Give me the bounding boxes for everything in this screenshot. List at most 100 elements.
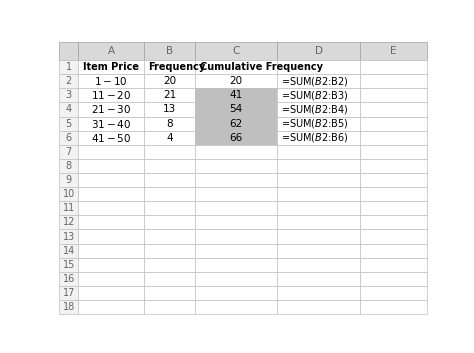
Bar bbox=[360, 159, 427, 173]
Text: 14: 14 bbox=[63, 246, 75, 256]
Bar bbox=[59, 116, 78, 131]
Bar bbox=[78, 173, 144, 187]
Bar bbox=[277, 272, 360, 286]
Bar bbox=[59, 74, 78, 88]
Bar bbox=[59, 244, 78, 258]
Bar bbox=[144, 74, 195, 88]
Bar bbox=[277, 258, 360, 272]
Text: $1 - $10: $1 - $10 bbox=[94, 75, 128, 87]
Bar bbox=[277, 159, 360, 173]
Bar bbox=[59, 102, 78, 116]
Bar bbox=[277, 145, 360, 159]
Bar bbox=[195, 42, 277, 60]
Text: 5: 5 bbox=[66, 119, 72, 128]
Bar bbox=[277, 74, 360, 88]
Text: 41: 41 bbox=[229, 90, 243, 100]
Bar bbox=[360, 258, 427, 272]
Bar bbox=[195, 60, 277, 74]
Bar bbox=[360, 42, 427, 60]
Text: D: D bbox=[315, 46, 323, 56]
Bar bbox=[277, 102, 360, 116]
Bar bbox=[195, 244, 277, 258]
Text: A: A bbox=[108, 46, 115, 56]
Text: 20: 20 bbox=[163, 76, 176, 86]
Bar bbox=[59, 201, 78, 215]
Text: Item Price: Item Price bbox=[83, 62, 139, 72]
Bar bbox=[78, 286, 144, 300]
Bar bbox=[277, 300, 360, 314]
Bar bbox=[195, 300, 277, 314]
Bar bbox=[59, 286, 78, 300]
Bar bbox=[59, 215, 78, 229]
Bar bbox=[195, 116, 277, 131]
Bar bbox=[360, 173, 427, 187]
Bar bbox=[144, 173, 195, 187]
Bar bbox=[59, 88, 78, 102]
Bar bbox=[78, 215, 144, 229]
Bar bbox=[360, 201, 427, 215]
Text: 11: 11 bbox=[63, 203, 75, 213]
Bar bbox=[144, 215, 195, 229]
Text: 15: 15 bbox=[63, 260, 75, 270]
Bar bbox=[360, 88, 427, 102]
Bar bbox=[277, 187, 360, 201]
Text: =SUM($B$2:B3): =SUM($B$2:B3) bbox=[281, 89, 349, 102]
Bar bbox=[360, 145, 427, 159]
Bar bbox=[78, 102, 144, 116]
Bar bbox=[144, 229, 195, 244]
Text: 13: 13 bbox=[63, 232, 75, 241]
Bar bbox=[78, 229, 144, 244]
Bar bbox=[195, 88, 277, 102]
Text: C: C bbox=[232, 46, 240, 56]
Bar bbox=[144, 102, 195, 116]
Bar bbox=[195, 102, 277, 116]
Text: 6: 6 bbox=[66, 133, 72, 143]
Bar bbox=[144, 258, 195, 272]
Text: 66: 66 bbox=[229, 133, 243, 143]
Bar bbox=[360, 229, 427, 244]
Bar bbox=[277, 286, 360, 300]
Bar bbox=[78, 244, 144, 258]
Text: 62: 62 bbox=[229, 119, 243, 128]
Bar bbox=[59, 145, 78, 159]
Bar bbox=[78, 42, 144, 60]
Text: 18: 18 bbox=[63, 302, 75, 312]
Bar bbox=[277, 88, 360, 102]
Bar bbox=[59, 300, 78, 314]
Bar bbox=[195, 215, 277, 229]
Text: $31 - $40: $31 - $40 bbox=[91, 118, 131, 130]
Bar bbox=[195, 131, 277, 145]
Bar bbox=[277, 229, 360, 244]
Bar bbox=[195, 173, 277, 187]
Bar bbox=[195, 74, 277, 88]
Text: 8: 8 bbox=[166, 119, 173, 128]
Bar bbox=[144, 131, 195, 145]
Text: 4: 4 bbox=[166, 133, 173, 143]
Bar bbox=[277, 131, 360, 145]
Bar bbox=[78, 131, 144, 145]
Bar bbox=[144, 244, 195, 258]
Text: 3: 3 bbox=[66, 90, 72, 100]
Bar bbox=[195, 159, 277, 173]
Text: E: E bbox=[390, 46, 397, 56]
Bar bbox=[144, 272, 195, 286]
Bar bbox=[78, 88, 144, 102]
Bar bbox=[78, 201, 144, 215]
Bar bbox=[195, 145, 277, 159]
Bar bbox=[277, 244, 360, 258]
Bar bbox=[59, 229, 78, 244]
Text: =SUM($B$2:B2): =SUM($B$2:B2) bbox=[281, 75, 349, 88]
Bar bbox=[144, 42, 195, 60]
Bar bbox=[360, 102, 427, 116]
Text: 20: 20 bbox=[229, 76, 243, 86]
Bar bbox=[360, 215, 427, 229]
Text: 4: 4 bbox=[66, 104, 72, 114]
Bar bbox=[360, 300, 427, 314]
Text: $21 - $30: $21 - $30 bbox=[91, 103, 131, 115]
Bar bbox=[144, 201, 195, 215]
Text: 16: 16 bbox=[63, 274, 75, 284]
Bar bbox=[78, 60, 144, 74]
Bar bbox=[195, 286, 277, 300]
Text: 8: 8 bbox=[66, 161, 72, 171]
Bar bbox=[195, 258, 277, 272]
